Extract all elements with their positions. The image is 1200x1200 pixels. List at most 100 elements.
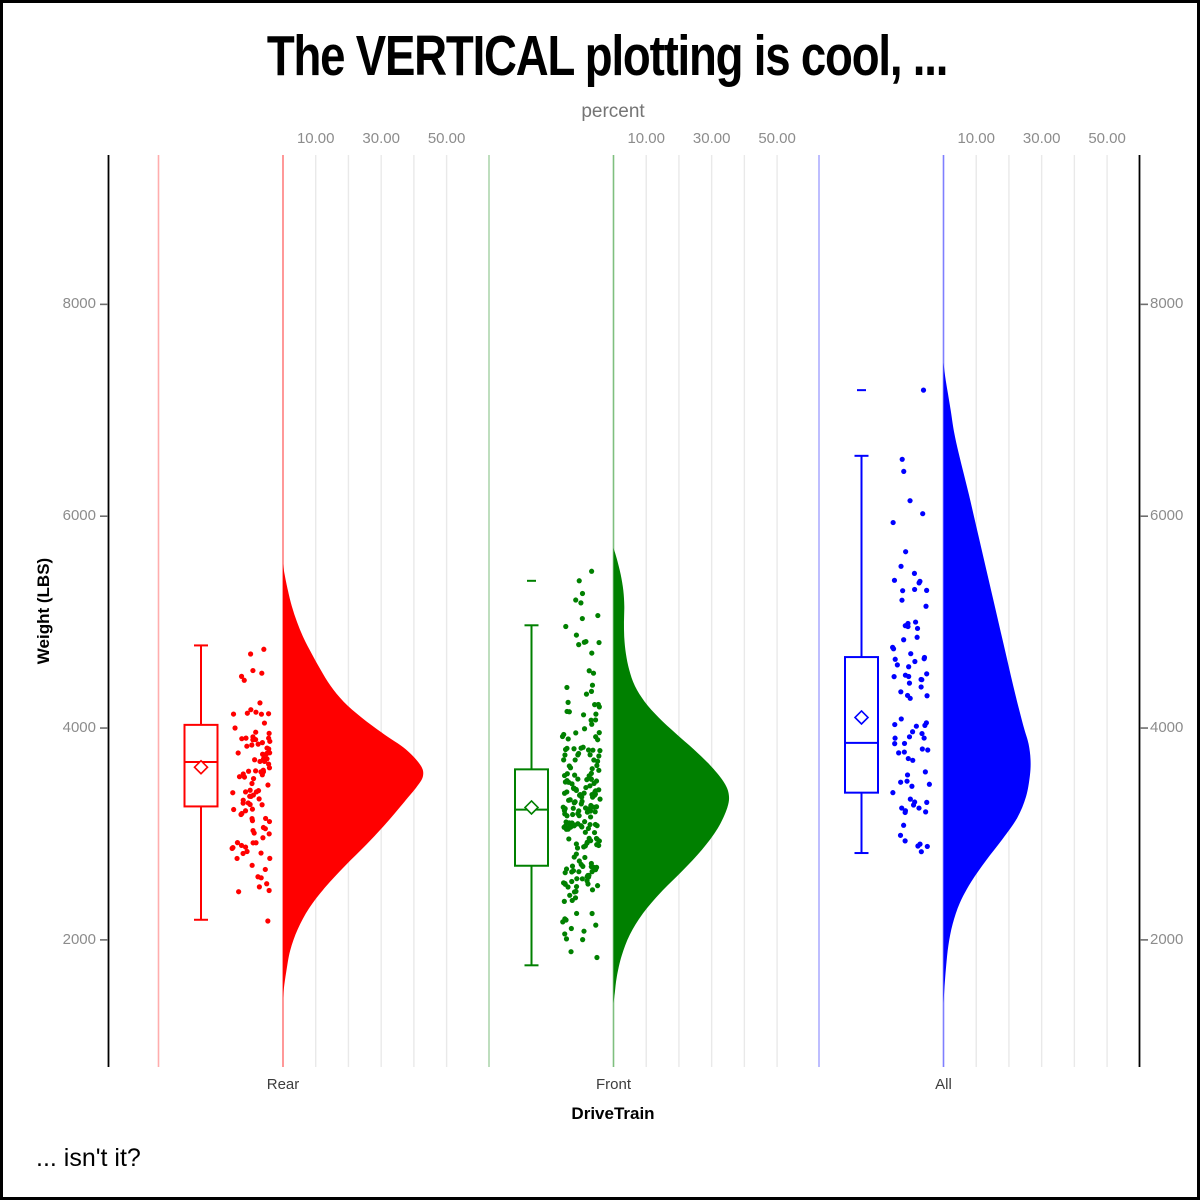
jitter-dot: [572, 895, 579, 901]
jitter-dot: [594, 883, 601, 889]
jitter-dot: [596, 730, 602, 736]
jitter-dot: [593, 864, 600, 870]
jitter-dot: [592, 702, 598, 708]
jitter-dot: [236, 889, 242, 895]
jitter-dot: [244, 743, 250, 749]
jitter-dot: [594, 954, 600, 961]
jitter-dot: [901, 468, 907, 475]
jitter-dot: [564, 708, 570, 715]
jitter-dot: [264, 745, 270, 751]
jitter-dot: [574, 876, 580, 882]
jitter-dot: [256, 884, 262, 890]
jitter-dot: [247, 787, 253, 793]
jitter-dot: [904, 772, 911, 778]
jitter-dot: [259, 740, 266, 746]
jitter-dot: [248, 707, 254, 713]
jitter-dot: [892, 735, 898, 741]
jitter-dot: [912, 619, 919, 625]
percent-tick-label: 10.00: [296, 130, 335, 147]
jitter-dot: [234, 840, 241, 846]
box: [183, 723, 219, 808]
jitter-dot: [262, 866, 268, 873]
jitter-dot: [249, 742, 255, 748]
jitter-dot: [565, 884, 571, 890]
jitter-dot: [588, 802, 594, 809]
jitter-dot: [267, 750, 273, 756]
jitter-dot: [892, 741, 898, 747]
jitter-dot: [914, 634, 920, 640]
jitter-dot: [589, 721, 595, 727]
jitter-dot: [591, 757, 597, 763]
jitter-dot: [239, 810, 245, 817]
jitter-dot: [562, 880, 568, 887]
percent-axis-title: percent: [581, 101, 645, 122]
jitter-dot: [595, 737, 601, 743]
jitter-dot: [253, 768, 259, 774]
jitter-dot: [571, 746, 577, 752]
jitter-dot: [253, 709, 259, 715]
weight-tick-label-right: 8000: [1150, 295, 1184, 313]
jitter-dot: [266, 818, 273, 825]
jitter-dot: [243, 735, 249, 741]
jitter-dot: [909, 729, 916, 735]
jitter-dot: [568, 949, 574, 955]
jitter-dot: [241, 774, 248, 780]
jitter-dot: [239, 736, 245, 742]
jitter-dot: [596, 753, 602, 759]
jitter-dot: [912, 658, 918, 665]
jitter-dot: [921, 656, 927, 662]
jitter-dot: [899, 805, 905, 811]
drivetrain-axis-title: DriveTrain: [571, 1104, 655, 1123]
jitter-dot: [892, 656, 898, 662]
jitter-dot: [571, 854, 577, 860]
caption: ... isn't it?: [36, 1144, 141, 1172]
jitter-dot: [593, 835, 600, 842]
jitter-dot: [582, 843, 588, 849]
jitter-dot: [249, 818, 256, 824]
violin-rear: [283, 563, 424, 999]
jitter-dot: [562, 752, 568, 758]
jitter-dot: [925, 747, 931, 753]
percent-tick-label: 30.00: [1022, 130, 1061, 147]
jitter-dot: [255, 874, 261, 880]
jitter-dot: [919, 746, 925, 752]
jitter-dot: [262, 815, 269, 822]
jitter-dot: [582, 854, 588, 861]
jitter-dot: [256, 796, 262, 802]
jitter-dot: [899, 456, 905, 462]
box: [844, 656, 879, 794]
jitter-dot: [923, 809, 929, 815]
jitter-dot: [562, 806, 568, 812]
jitter-dot: [890, 790, 896, 796]
weight-tick-label-right: 2000: [1150, 930, 1184, 948]
jitter-dot: [901, 822, 907, 828]
jitter-dot: [563, 917, 569, 923]
jitter-dot: [565, 736, 571, 742]
jitter-dot: [589, 568, 595, 574]
jitter-dot: [581, 726, 588, 732]
jitter-dot: [593, 778, 600, 784]
jitter-dot: [562, 779, 568, 785]
jitter-dot: [250, 792, 256, 798]
jitter-dot: [569, 878, 575, 885]
violin-front: [613, 547, 730, 1004]
jitter-dot: [576, 869, 582, 875]
jitter-dot: [918, 684, 924, 690]
jitter-dot: [919, 677, 925, 683]
jitter-dot: [587, 752, 593, 758]
percent-tick-label: 30.00: [692, 130, 731, 147]
jitter-dot: [582, 805, 589, 811]
jitter-dot: [232, 725, 238, 731]
jitter-dot: [897, 832, 904, 838]
weight-tick-label-right: 4000: [1150, 719, 1184, 737]
plot-canvas: [100, 155, 1148, 1067]
jitter-dot: [575, 811, 581, 817]
jitter-dot: [587, 814, 594, 820]
jitter-dot: [244, 848, 250, 855]
jitter-dot: [570, 868, 577, 874]
jitter-dot: [579, 876, 585, 882]
jitter-dot: [894, 662, 900, 668]
jitter-dot: [906, 673, 912, 680]
jitter-dot: [561, 772, 568, 779]
jitter-dot: [573, 597, 579, 603]
